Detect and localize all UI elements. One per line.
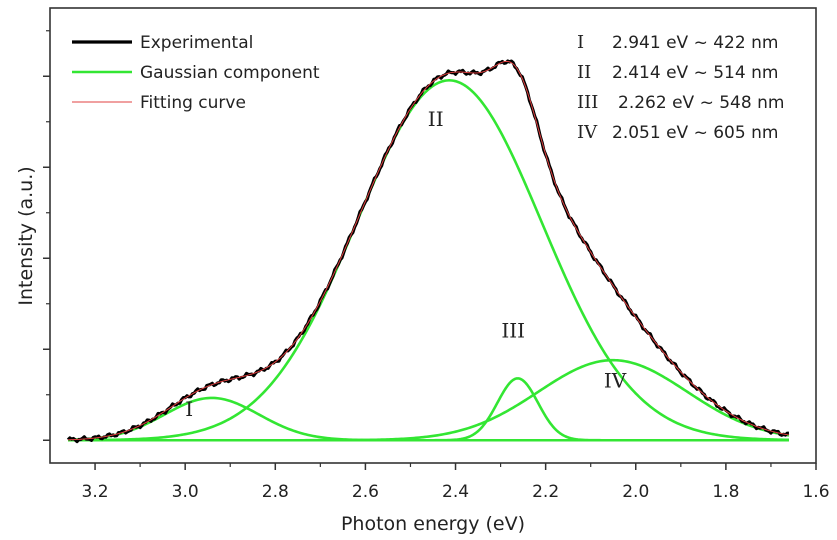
- fitting-curve: [68, 60, 790, 441]
- x-tick-label-0: 3.2: [82, 482, 109, 502]
- x-tick-label-8: 1.6: [802, 482, 829, 502]
- legend-label-experimental: Experimental: [140, 33, 253, 53]
- annotation-text-ii: 2.414 eV ~ 514 nm: [612, 63, 778, 83]
- annotation-roman-iv: IV: [577, 122, 598, 143]
- curves: [66, 59, 790, 444]
- x-tick-label-4: 2.4: [442, 482, 469, 502]
- peak-label-ii: II: [428, 107, 444, 131]
- annotation-text-iii: 2.262 eV ~ 548 nm: [618, 93, 784, 113]
- y-axis-title: Intensity (a.u.): [15, 166, 37, 305]
- peak-label-i: I: [185, 397, 193, 421]
- gaussian-component-ii: [68, 79, 789, 442]
- legend: Experimental Gaussian component Fitting …: [72, 33, 320, 113]
- peak-label-iv: IV: [604, 368, 627, 392]
- annotation-roman-iii: III: [577, 92, 598, 113]
- x-tick-label-3: 2.6: [352, 482, 379, 502]
- ticks: 3.2 3.0 2.8 2.6 2.4 2.2 2.0 1.8 1.6: [43, 30, 830, 502]
- plot-frame: [49, 7, 817, 464]
- annotation-text-i: 2.941 eV ~ 422 nm: [612, 33, 778, 53]
- peak-label-iii: III: [501, 318, 525, 342]
- x-tick-label-5: 2.2: [532, 482, 559, 502]
- x-axis-title: Photon energy (eV): [341, 513, 525, 535]
- x-tick-label-1: 3.0: [172, 482, 199, 502]
- annotation-text-iv: 2.051 eV ~ 605 nm: [612, 123, 778, 143]
- legend-label-fitting: Fitting curve: [140, 93, 246, 113]
- x-tick-label-6: 2.0: [622, 482, 649, 502]
- gaussian-component-iv: [68, 358, 790, 442]
- peak-annotations: I 2.941 eV ~ 422 nm II 2.414 eV ~ 514 nm…: [577, 32, 784, 143]
- x-tick-label-2: 2.8: [262, 482, 289, 502]
- annotation-roman-ii: II: [577, 62, 591, 83]
- x-tick-label-7: 1.8: [712, 482, 739, 502]
- annotation-roman-i: I: [577, 32, 584, 53]
- legend-label-gaussian: Gaussian component: [140, 63, 320, 83]
